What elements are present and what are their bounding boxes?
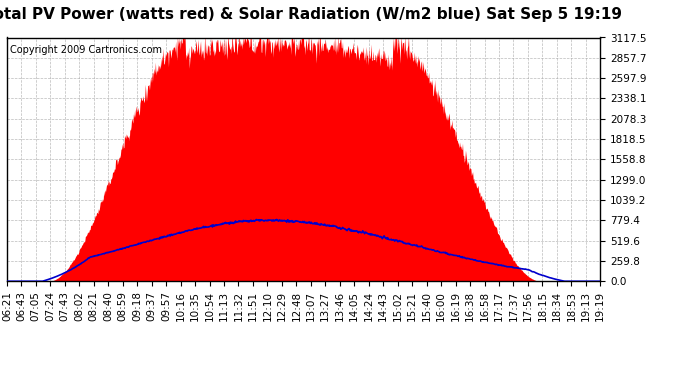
Text: Copyright 2009 Cartronics.com: Copyright 2009 Cartronics.com [10, 45, 162, 55]
Text: Total PV Power (watts red) & Solar Radiation (W/m2 blue) Sat Sep 5 19:19: Total PV Power (watts red) & Solar Radia… [0, 8, 622, 22]
